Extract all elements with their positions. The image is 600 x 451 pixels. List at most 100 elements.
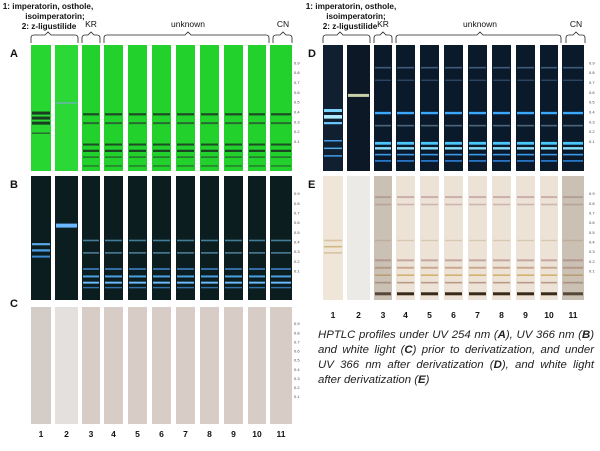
panel-a-lane-5-band [129,149,146,152]
panel-e-lane-9-band [517,292,534,296]
panel-d-lane-7-band [469,153,486,156]
panel-d-lane-5-band [421,66,438,69]
panel-e-lane-1-band [324,239,342,242]
left-standards-line2: isoimperatorin; [25,12,85,21]
panel-b-lane-8-band [201,275,218,278]
panel-e-lane-4-band [397,274,414,276]
panel-a-rf-tick: 0.3 [294,119,300,124]
panel-e-lane-3-band [375,196,391,199]
panel-e-lane-7 [468,176,487,300]
panel-e-lane-6-band [445,239,462,242]
panel-b-lane-11-band [271,286,291,289]
panel-a-lane-7-band [177,156,194,158]
panel-e-rf-tick: 0.8 [589,201,595,206]
panel-a-lane-1 [31,45,51,171]
lane-number: 8 [207,429,212,439]
panel-b-lane-8-band [201,286,218,289]
right-kr-label: KR [377,19,389,29]
panel-a-lane-9-band [225,156,242,158]
panel-b-rf-tick: 0.7 [294,210,300,215]
panel-d-lane-3-band [375,66,391,69]
panel-a-lane-9-band [225,113,242,116]
panel-b-lane-7-band [177,239,194,242]
panel-a-lane-8-band [201,165,218,167]
panel-b-lane-8-band [201,281,218,284]
right-standards-bracket [322,31,371,43]
panel-d-lane-10-band [541,66,557,69]
panel-a-lane-4-band [105,122,122,125]
panel-e-lane-8 [492,176,511,300]
panel-e-lane-11-band [563,292,583,296]
right-cn-bracket [565,31,586,43]
panel-d-lane-6-band [445,153,462,156]
right-standards-line3: 2: z-ligustilide [323,22,378,31]
panel-a-lane-11-band [271,113,291,116]
panel-label-b: B [10,179,18,191]
panel-e-lane-4-band [397,281,414,284]
panel-d-rf-tick: 0.4 [589,110,595,115]
left-standards-bracket [30,31,79,43]
panel-a-lane-11-band [271,156,291,158]
panel-a-lane-8-band [201,122,218,125]
panel-e-lane-6-band [445,281,462,284]
panel-e-lane-7-band [469,266,486,269]
panel-a-lane-9-band [225,149,242,152]
panel-d-lane-8-band [493,111,510,115]
panel-e-lane-3-band [375,266,391,269]
left-standards-line3: 2: z-ligustilide [22,22,77,31]
panel-d-lane-6-band [445,160,462,162]
panel-b-lane-3-band [83,252,99,254]
panel-a-lane-3-band [83,165,99,167]
panel-b-lane-3-band [83,281,99,284]
panel-d-lane-9-band [517,147,534,150]
panel-b-lane-1-band [32,249,50,252]
panel-e-lane-4-band [397,266,414,269]
panel-e-lane-10-band [541,281,557,284]
panel-b-lane-11-band [271,275,291,278]
panel-d-lane-4-band [397,141,414,145]
panel-e-lane-9-band [517,259,534,262]
panel-b-lane-11-band [271,252,291,254]
panel-a-lane-2-band [56,101,77,104]
panel-c-rf-tick: 0.1 [294,394,300,399]
panel-d-lane-3-band [375,124,391,127]
panel-e-lane-5-band [421,292,438,296]
panel-a-lane-11 [270,45,292,171]
panel-d-lane-4-band [397,111,414,115]
figure-caption: HPTLC profiles under UV 254 nm (A), UV 3… [318,329,594,386]
panel-d-lane-11-band [563,141,583,145]
panel-a-lane-7-band [177,113,194,116]
panel-d-lane-10-band [541,141,557,145]
panel-a-rf-tick: 0.6 [294,90,300,95]
panel-d-lane-9-band [517,153,534,156]
left-cn-bracket [272,31,293,43]
panel-c-lane-5 [128,307,147,424]
panel-d-lane-7-band [469,141,486,145]
panel-d-lane-10-band [541,124,557,127]
panel-d-lane-5 [420,45,439,171]
panel-e-lane-11-band [563,196,583,199]
panel-label-e: E [308,179,315,191]
panel-e-lane-9-band [517,239,534,242]
panel-e-rf-tick: 0.1 [589,268,595,273]
lane-number: 9 [231,429,236,439]
panel-b-lane-9-band [225,281,242,284]
lane-number: 8 [499,310,504,320]
panel-e-lane-6-band [445,292,462,296]
panel-e-lane-9-band [517,196,534,199]
panel-e-lane-8-band [493,239,510,242]
panel-b-lane-8-band [201,239,218,242]
panel-a-lane-7-band [177,149,194,152]
panel-b-lane-7-band [177,252,194,254]
lane-number: 10 [252,429,262,439]
panel-e-lane-8-band [493,266,510,269]
panel-d-lane-3-band [375,147,391,150]
panel-d-lane-6-band [445,66,462,69]
panel-b-lane-4-band [105,275,122,278]
panel-e-lane-3-band [375,203,391,206]
lane-number: 3 [381,310,386,320]
left-unknown-bracket [103,31,270,43]
panel-b-lane-6 [152,176,171,300]
panel-e-lane-9-band [517,203,534,206]
panel-a-lane-10-band [249,122,265,125]
